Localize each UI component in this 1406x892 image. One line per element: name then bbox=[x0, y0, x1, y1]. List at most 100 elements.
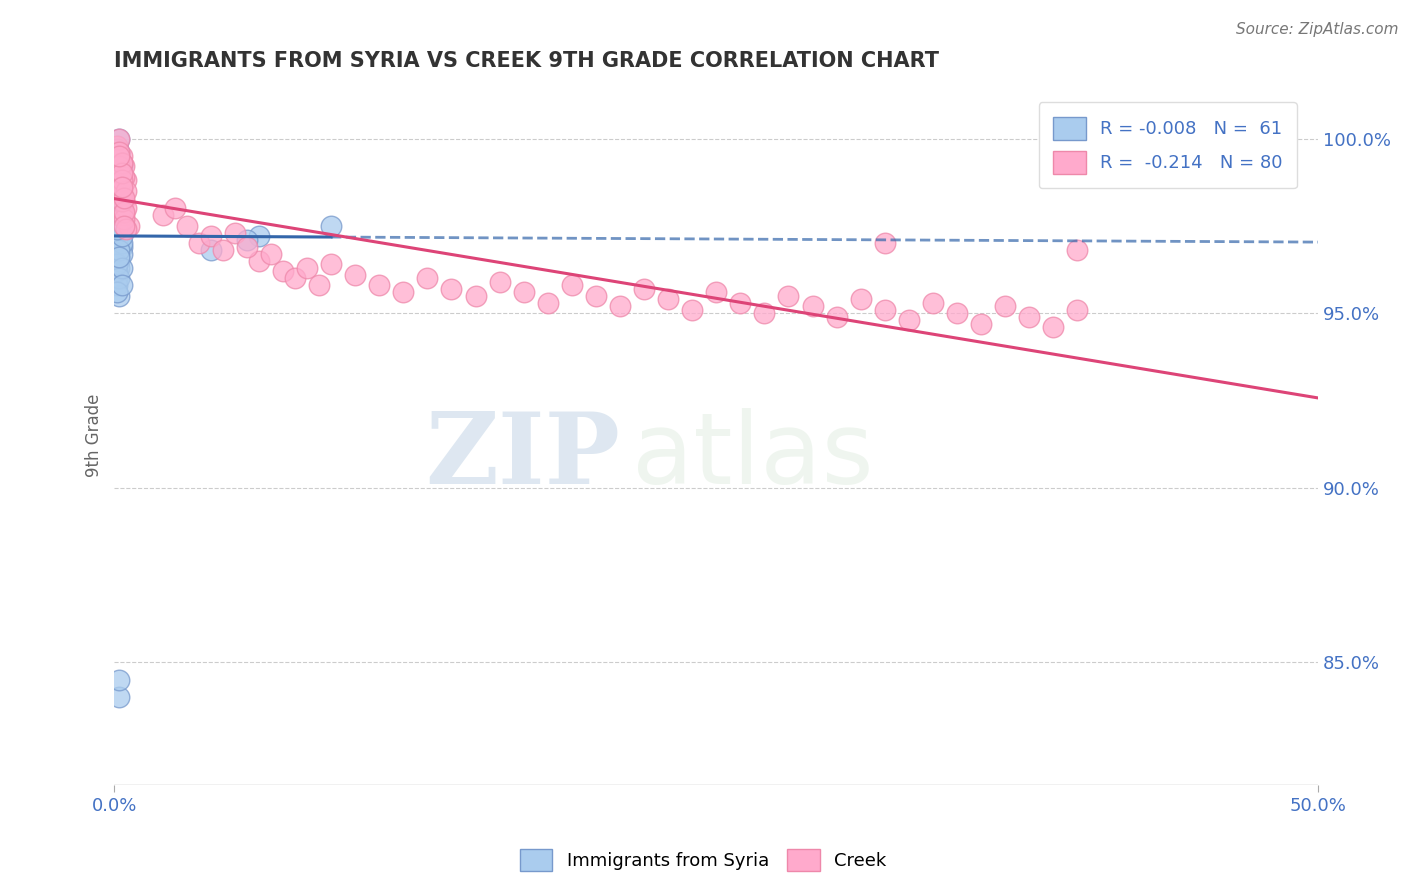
Point bbox=[112, 191, 135, 205]
Point bbox=[176, 219, 198, 233]
Point bbox=[108, 222, 131, 236]
Point bbox=[105, 278, 128, 293]
Point bbox=[108, 131, 131, 145]
Point bbox=[111, 184, 134, 198]
Point bbox=[922, 295, 945, 310]
Point bbox=[108, 208, 131, 222]
Point bbox=[108, 184, 131, 198]
Legend: Immigrants from Syria, Creek: Immigrants from Syria, Creek bbox=[513, 842, 893, 879]
Point bbox=[112, 219, 135, 233]
Point bbox=[115, 173, 138, 187]
Point bbox=[111, 247, 134, 261]
Point bbox=[108, 253, 131, 268]
Point bbox=[111, 187, 134, 202]
Point bbox=[537, 295, 560, 310]
Point bbox=[108, 156, 131, 170]
Point bbox=[111, 166, 134, 180]
Point bbox=[112, 169, 135, 184]
Point bbox=[105, 257, 128, 271]
Point bbox=[778, 289, 800, 303]
Point bbox=[111, 202, 134, 216]
Point bbox=[108, 208, 131, 222]
Point bbox=[108, 215, 131, 229]
Point bbox=[111, 173, 134, 187]
Point bbox=[108, 160, 131, 174]
Point bbox=[115, 202, 138, 216]
Point bbox=[271, 264, 294, 278]
Point bbox=[108, 250, 131, 264]
Point bbox=[105, 138, 128, 153]
Point bbox=[105, 138, 128, 153]
Point bbox=[108, 149, 131, 163]
Point bbox=[105, 169, 128, 184]
Point bbox=[105, 219, 128, 233]
Point bbox=[754, 306, 776, 320]
Point bbox=[284, 271, 307, 285]
Point bbox=[108, 177, 131, 191]
Point bbox=[108, 219, 131, 233]
Point bbox=[115, 222, 138, 236]
Point bbox=[319, 219, 342, 233]
Point bbox=[392, 285, 415, 300]
Point bbox=[108, 187, 131, 202]
Point bbox=[344, 268, 367, 282]
Point bbox=[108, 236, 131, 251]
Point bbox=[108, 149, 131, 163]
Point bbox=[247, 229, 270, 244]
Point bbox=[108, 145, 131, 160]
Point bbox=[681, 302, 703, 317]
Point bbox=[111, 236, 134, 251]
Point bbox=[108, 191, 131, 205]
Point bbox=[112, 160, 135, 174]
Point bbox=[1018, 310, 1040, 324]
Point bbox=[873, 236, 896, 251]
Point bbox=[152, 208, 174, 222]
Point bbox=[105, 194, 128, 209]
Point bbox=[657, 292, 679, 306]
Point bbox=[704, 285, 727, 300]
Point bbox=[111, 260, 134, 275]
Point bbox=[115, 184, 138, 198]
Point bbox=[112, 208, 135, 222]
Point bbox=[105, 244, 128, 258]
Point bbox=[108, 289, 131, 303]
Point bbox=[1066, 302, 1088, 317]
Point bbox=[295, 260, 318, 275]
Point bbox=[108, 131, 131, 145]
Point bbox=[512, 285, 534, 300]
Y-axis label: 9th Grade: 9th Grade bbox=[86, 393, 103, 477]
Point bbox=[105, 163, 128, 178]
Point bbox=[825, 310, 848, 324]
Point bbox=[105, 142, 128, 156]
Point bbox=[108, 205, 131, 219]
Point bbox=[163, 202, 186, 216]
Point bbox=[368, 278, 391, 293]
Point bbox=[236, 240, 259, 254]
Point bbox=[111, 180, 134, 194]
Point bbox=[730, 295, 752, 310]
Point bbox=[105, 264, 128, 278]
Point bbox=[105, 173, 128, 187]
Point bbox=[112, 205, 135, 219]
Text: atlas: atlas bbox=[633, 408, 873, 505]
Point bbox=[108, 177, 131, 191]
Point bbox=[247, 253, 270, 268]
Point bbox=[108, 250, 131, 264]
Point bbox=[416, 271, 439, 285]
Point bbox=[236, 233, 259, 247]
Point bbox=[260, 247, 283, 261]
Point bbox=[585, 289, 607, 303]
Point bbox=[308, 278, 330, 293]
Point bbox=[200, 244, 222, 258]
Point bbox=[108, 198, 131, 212]
Point bbox=[108, 211, 131, 226]
Point bbox=[108, 271, 131, 285]
Point bbox=[105, 222, 128, 236]
Point bbox=[111, 156, 134, 170]
Point bbox=[111, 229, 134, 244]
Point bbox=[224, 226, 246, 240]
Point bbox=[111, 278, 134, 293]
Point bbox=[108, 244, 131, 258]
Point bbox=[801, 299, 824, 313]
Text: ZIP: ZIP bbox=[425, 408, 620, 505]
